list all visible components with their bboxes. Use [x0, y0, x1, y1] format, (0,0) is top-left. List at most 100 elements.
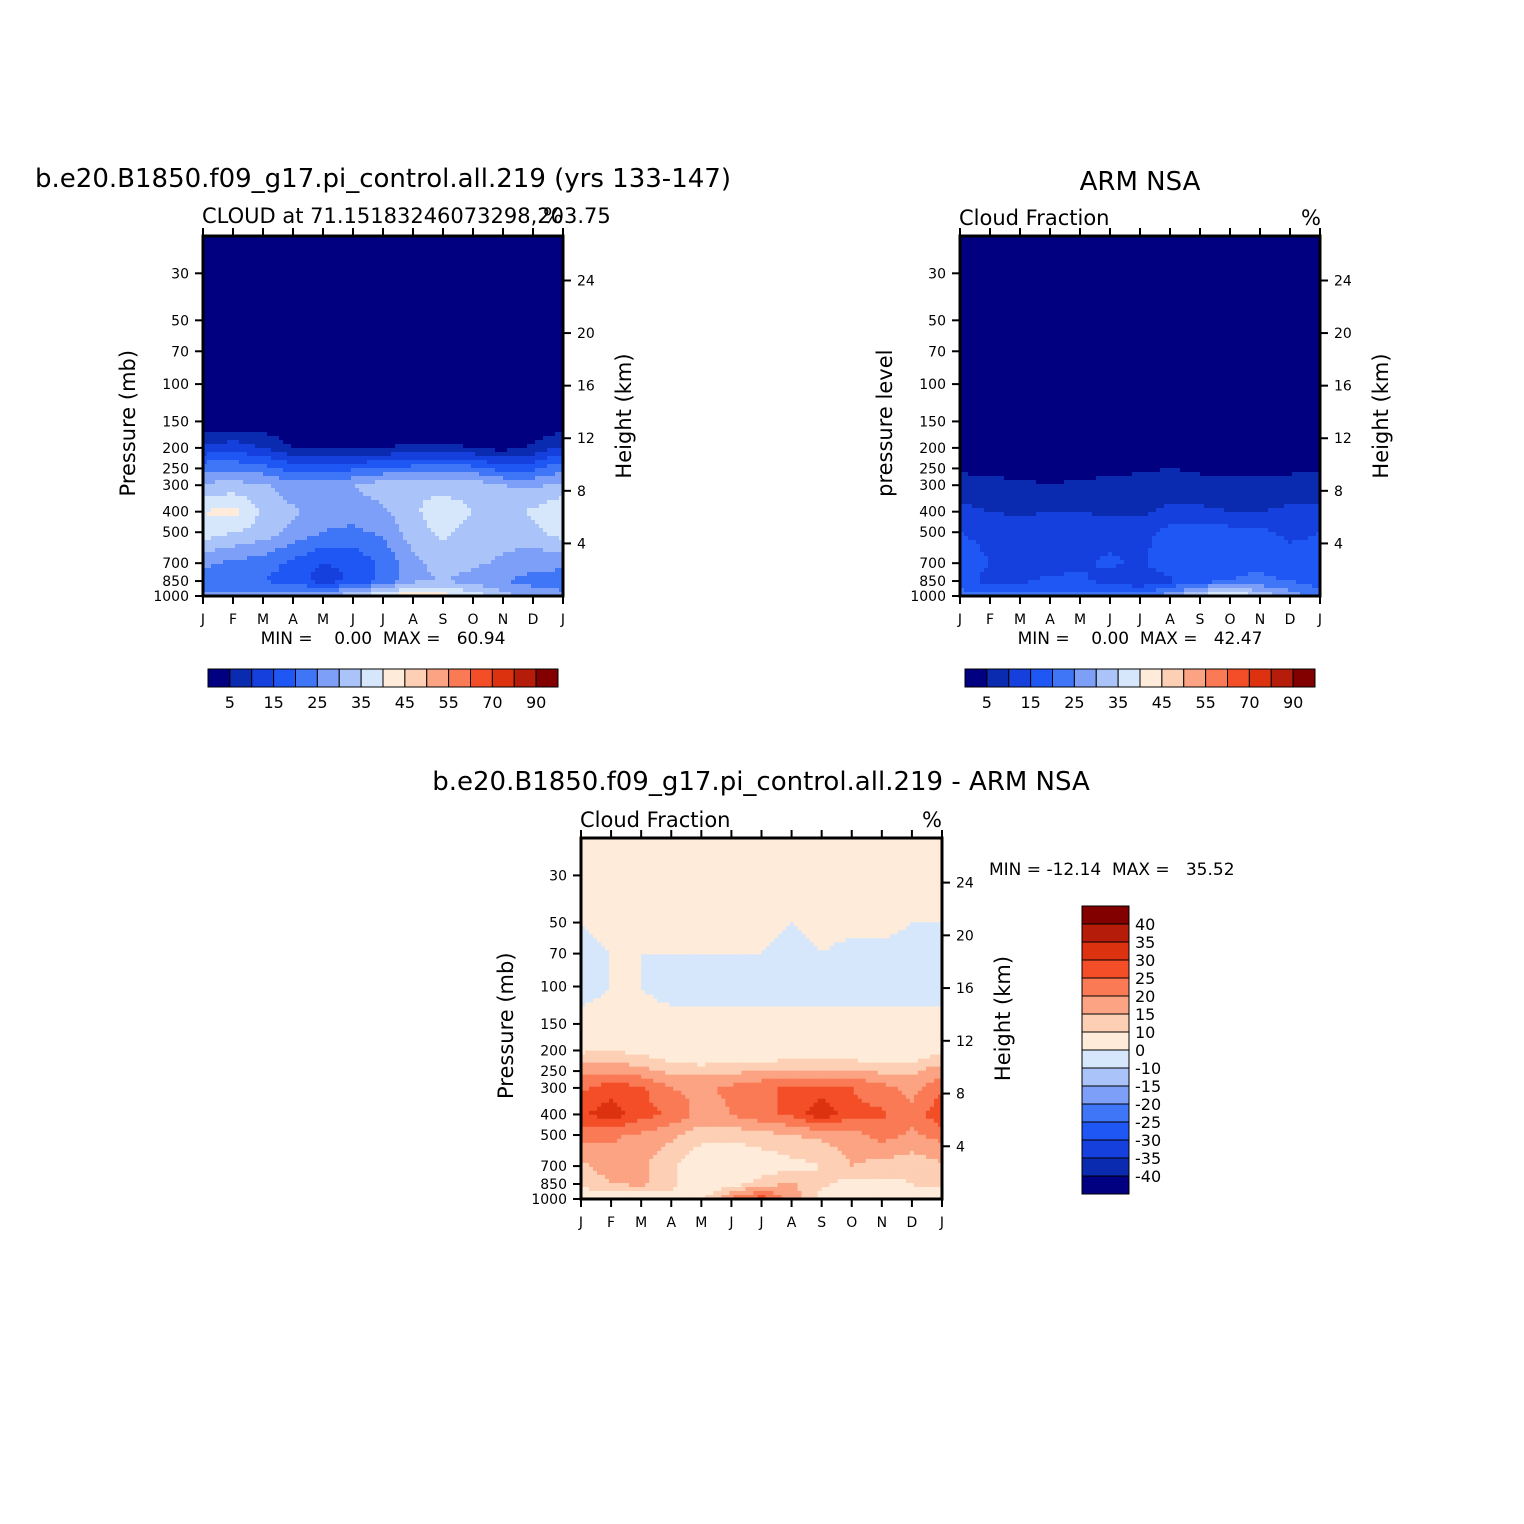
contour-cell: [255, 464, 260, 469]
contour-cell: [271, 316, 276, 321]
contour-cell: [339, 388, 344, 393]
contour-cell: [243, 384, 248, 389]
contour-cell: [223, 468, 228, 473]
contour-cell: [355, 592, 360, 597]
contour-cell: [311, 592, 316, 597]
contour-cell: [335, 416, 340, 421]
contour-cell: [331, 588, 336, 593]
contour-cell: [291, 384, 296, 389]
contour-cell: [291, 320, 296, 325]
contour-cell: [371, 300, 376, 305]
contour-cell: [251, 292, 256, 297]
contour-cell: [227, 556, 232, 561]
contour-cell: [319, 380, 324, 385]
contour-cell: [211, 328, 216, 333]
contour-cell: [203, 456, 208, 461]
contour-cell: [243, 344, 248, 349]
contour-cell: [219, 488, 224, 493]
contour-cell: [259, 568, 264, 573]
contour-cell: [327, 512, 332, 517]
contour-cell: [319, 544, 324, 549]
contour-cell: [383, 240, 388, 245]
contour-cell: [331, 236, 336, 241]
contour-cell: [259, 396, 264, 401]
contour-cell: [211, 368, 216, 373]
contour-cell: [267, 424, 272, 429]
contour-cell: [263, 424, 268, 429]
contour-cell: [399, 240, 404, 245]
contour-cell: [231, 256, 236, 261]
contour-cell: [355, 436, 360, 441]
contour-cell: [203, 424, 208, 429]
contour-cell: [371, 244, 376, 249]
contour-cell: [259, 332, 264, 337]
contour-cell: [259, 296, 264, 301]
contour-cell: [315, 448, 320, 453]
contour-cell: [391, 456, 396, 461]
contour-cell: [339, 500, 344, 505]
contour-cell: [327, 552, 332, 557]
contour-cell: [255, 544, 260, 549]
contour-cell: [375, 292, 380, 297]
contour-cell: [403, 580, 408, 585]
contour-cell: [207, 576, 212, 581]
contour-cell: [211, 556, 216, 561]
contour-cell: [367, 512, 372, 517]
contour-cell: [407, 464, 412, 469]
contour-cell: [215, 368, 220, 373]
contour-cell: [211, 544, 216, 549]
contour-cell: [327, 320, 332, 325]
contour-cell: [387, 540, 392, 545]
contour-cell: [423, 396, 428, 401]
contour-cell: [383, 276, 388, 281]
contour-cell: [371, 416, 376, 421]
contour-cell: [255, 372, 260, 377]
contour-cell: [371, 404, 376, 409]
contour-cell: [207, 504, 212, 509]
contour-cell: [271, 504, 276, 509]
contour-cell: [271, 272, 276, 277]
contour-cell: [347, 288, 352, 293]
contour-cell: [243, 528, 248, 533]
contour-cell: [307, 364, 312, 369]
contour-cell: [355, 336, 360, 341]
contour-cell: [247, 380, 252, 385]
contour-cell: [203, 356, 208, 361]
contour-cell: [243, 536, 248, 541]
contour-cell: [239, 312, 244, 317]
contour-cell: [283, 408, 288, 413]
contour-cell: [223, 404, 228, 409]
contour-cell: [223, 420, 228, 425]
contour-cell: [311, 472, 316, 477]
contour-cell: [231, 380, 236, 385]
contour-cell: [339, 508, 344, 513]
contour-cell: [311, 412, 316, 417]
contour-cell: [215, 536, 220, 541]
contour-cell: [315, 264, 320, 269]
contour-cell: [335, 340, 340, 345]
contour-cell: [367, 404, 372, 409]
contour-cell: [363, 276, 368, 281]
contour-cell: [347, 528, 352, 533]
contour-cell: [335, 488, 340, 493]
contour-cell: [411, 404, 416, 409]
contour-cell: [407, 572, 412, 577]
contour-cell: [203, 244, 208, 249]
contour-cell: [355, 316, 360, 321]
contour-cell: [375, 436, 380, 441]
contour-cell: [343, 248, 348, 253]
contour-cell: [311, 344, 316, 349]
contour-cell: [355, 356, 360, 361]
contour-cell: [215, 376, 220, 381]
contour-cell: [207, 508, 212, 513]
contour-cell: [259, 456, 264, 461]
contour-cell: [359, 380, 364, 385]
contour-cell: [323, 540, 328, 545]
contour-cell: [223, 392, 228, 397]
contour-cell: [351, 480, 356, 485]
contour-cell: [267, 392, 272, 397]
contour-cell: [355, 368, 360, 373]
contour-cell: [419, 308, 424, 313]
contour-cell: [331, 460, 336, 465]
contour-cell: [371, 264, 376, 269]
